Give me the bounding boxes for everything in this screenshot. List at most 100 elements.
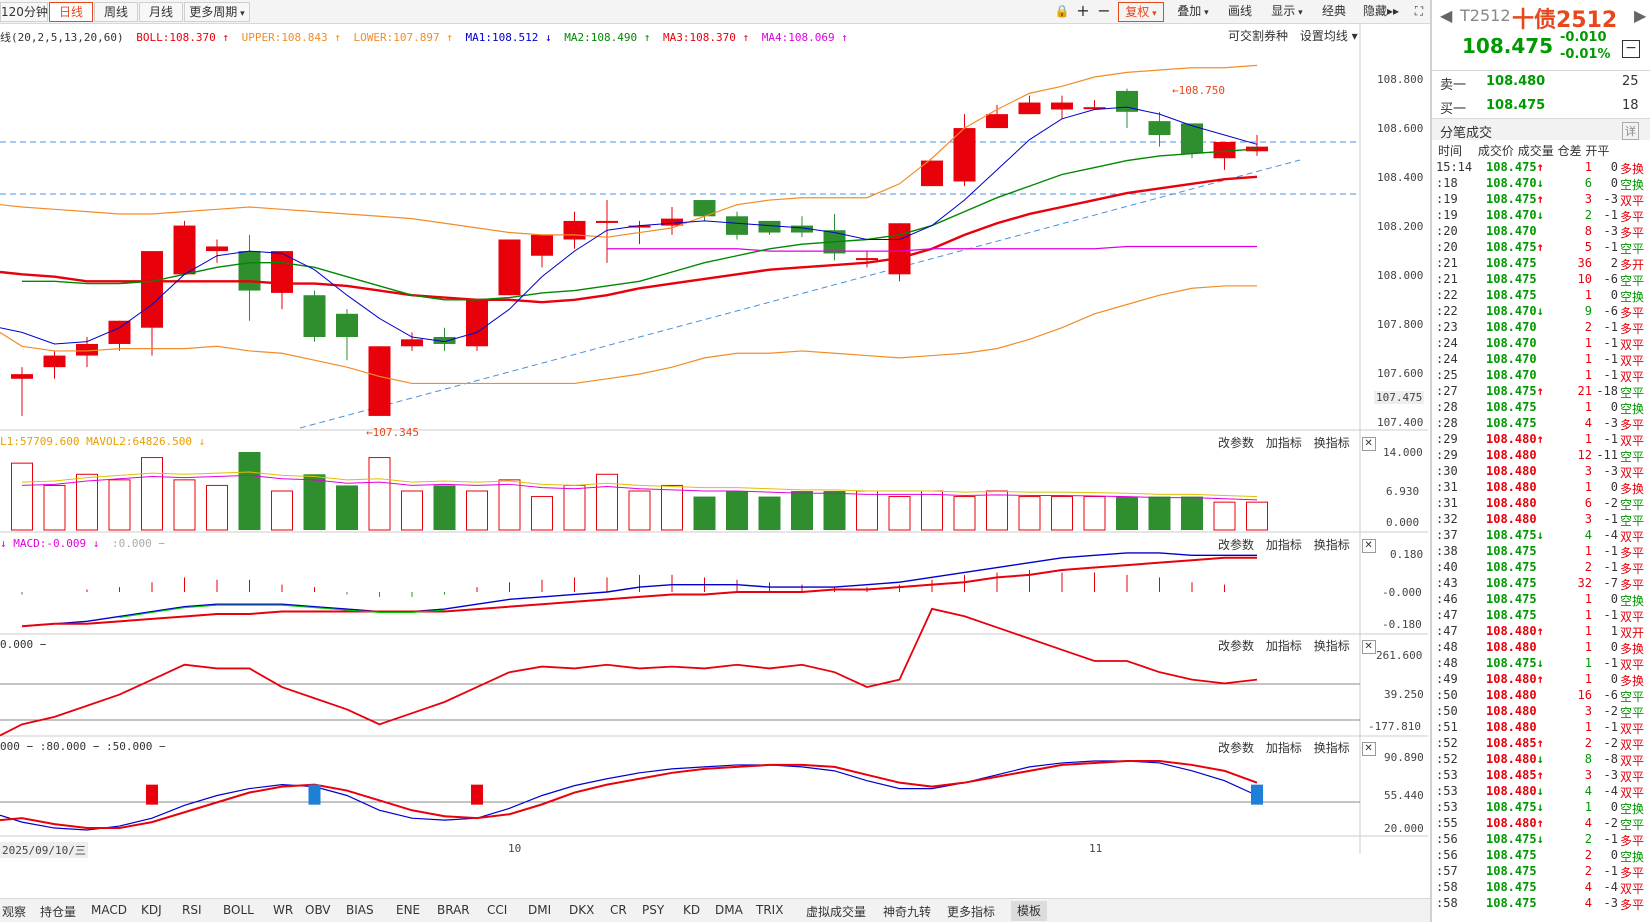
indicator-tab[interactable]: 更多指标 bbox=[947, 905, 996, 919]
macd-legend: ↓ MACD:-0.009 ↓ :0.000 − bbox=[0, 537, 171, 550]
indicator-tab[interactable]: 观察 bbox=[2, 905, 27, 919]
ticks-detail-button[interactable]: 详 bbox=[1622, 122, 1639, 140]
kdj-d-line bbox=[0, 759, 1258, 830]
next-contract-icon[interactable]: ▶ bbox=[1634, 6, 1647, 25]
ma-settings-dropdown[interactable]: 设置均线 ▾ bbox=[1299, 29, 1358, 43]
tick-time: :47 bbox=[1436, 608, 1458, 622]
prev-contract-icon[interactable]: ◀ bbox=[1440, 6, 1453, 25]
tick-oi-change: 0 bbox=[1610, 592, 1618, 606]
adjust-dropdown[interactable]: 复权 bbox=[1118, 2, 1164, 22]
switch-indicator-button[interactable]: 换指标 bbox=[1313, 639, 1350, 653]
overlay-dropdown[interactable]: 叠加 bbox=[1170, 2, 1216, 22]
edit-params-button[interactable]: 改参数 bbox=[1218, 538, 1255, 552]
indicator-tab[interactable]: RSI bbox=[182, 903, 202, 917]
tick-time: :24 bbox=[1436, 336, 1458, 350]
lock-icon[interactable]: 🔒 bbox=[1054, 4, 1070, 18]
indicator-tab[interactable]: 神奇九转 bbox=[883, 905, 932, 919]
minimize-icon[interactable]: − bbox=[1622, 40, 1640, 58]
zoom-in-icon[interactable]: + bbox=[1076, 1, 1090, 20]
edit-params-button[interactable]: 改参数 bbox=[1218, 436, 1255, 450]
tick-price: 108.470 bbox=[1486, 368, 1537, 382]
classic-button[interactable]: 经典 bbox=[1321, 4, 1346, 18]
add-indicator-button[interactable]: 加指标 bbox=[1265, 639, 1302, 653]
more-periods-dropdown[interactable]: 更多周期 bbox=[184, 2, 250, 22]
indicator-tab[interactable]: ENE bbox=[396, 903, 421, 917]
tick-volume: 1 bbox=[1584, 800, 1592, 814]
switch-indicator-button[interactable]: 换指标 bbox=[1313, 741, 1350, 755]
indicator-tab[interactable]: WR bbox=[273, 903, 294, 917]
close-icon[interactable]: ✕ bbox=[1361, 538, 1376, 553]
indicator-tab[interactable]: OBV bbox=[305, 903, 331, 917]
indicator-tab[interactable]: DMA bbox=[715, 903, 743, 917]
period-monthly-button[interactable]: 月线 bbox=[139, 2, 183, 22]
indicator-tab[interactable]: 虚拟成交量 bbox=[806, 905, 867, 919]
indicator-tab[interactable]: DMI bbox=[528, 903, 552, 917]
ticks-list[interactable]: 15:14 108.475↑ 1 0 多换:18 108.470↓ 6 0 空换:19 108.4… bbox=[1432, 160, 1650, 922]
indicator-tab[interactable]: CCI bbox=[487, 903, 508, 917]
edit-params-button[interactable]: 改参数 bbox=[1218, 741, 1255, 755]
indicator-tab[interactable]: KDJ bbox=[141, 903, 162, 917]
volume-bar bbox=[628, 490, 651, 531]
chart-area[interactable]: 线(20,2,5,13,20,60) BOLL:108.370 ↑ UPPER:… bbox=[0, 24, 1428, 880]
tick-volume: 3 bbox=[1584, 464, 1592, 478]
volume-bar bbox=[758, 496, 781, 530]
tick-time: :37 bbox=[1436, 528, 1458, 542]
tick-volume: 8 bbox=[1584, 224, 1592, 238]
indicator-tab[interactable]: CR bbox=[610, 903, 627, 917]
tick-row: :20 108.470 8 -3 多平 bbox=[1436, 224, 1648, 240]
indicator-tab[interactable]: 持仓量 bbox=[40, 905, 77, 919]
indicator-tab[interactable]: MACD bbox=[91, 903, 127, 917]
tick-volume: 6 bbox=[1584, 176, 1592, 190]
candle-body bbox=[986, 114, 1008, 129]
kdj-k-line bbox=[0, 760, 1258, 831]
edit-params-button[interactable]: 改参数 bbox=[1218, 639, 1255, 653]
period-120min-button[interactable]: 120分钟 bbox=[0, 2, 48, 22]
tick-oi-change: 0 bbox=[1610, 848, 1618, 862]
tick-type: 空换 bbox=[1620, 402, 1645, 416]
close-icon[interactable]: ✕ bbox=[1361, 436, 1376, 451]
tick-oi-change: -3 bbox=[1603, 768, 1618, 782]
display-dropdown[interactable]: 显示 bbox=[1264, 2, 1310, 22]
kdj-panel-controls: 改参数 加指标 换指标 ✕ bbox=[1210, 739, 1376, 756]
close-icon[interactable]: ✕ bbox=[1361, 639, 1376, 654]
tick-row: 15:14 108.475↑ 1 0 多换 bbox=[1436, 160, 1648, 176]
candle-body bbox=[726, 216, 748, 235]
zoom-out-icon[interactable]: − bbox=[1097, 1, 1111, 20]
tick-volume: 32 bbox=[1577, 576, 1592, 590]
tick-price: 108.470↓ bbox=[1486, 304, 1544, 318]
fullscreen-icon[interactable]: ⛶ bbox=[1414, 4, 1424, 18]
tick-row: :50 108.480 16 -6 空平 bbox=[1436, 688, 1648, 704]
tick-type: 多平 bbox=[1620, 546, 1645, 560]
tick-volume: 1 bbox=[1584, 480, 1592, 494]
indicator-tab[interactable]: BOLL bbox=[223, 903, 254, 917]
legend-ma1: MA1:108.512 bbox=[465, 31, 539, 44]
add-indicator-button[interactable]: 加指标 bbox=[1265, 538, 1302, 552]
macd-dif-line bbox=[21, 552, 1257, 627]
kline-chart-svg[interactable] bbox=[0, 24, 1428, 880]
indicator-tab[interactable]: TRIX bbox=[756, 903, 784, 917]
tick-price: 108.475 bbox=[1486, 880, 1537, 894]
trend-line bbox=[299, 159, 1301, 429]
add-indicator-button[interactable]: 加指标 bbox=[1265, 436, 1302, 450]
indicator-tab[interactable]: PSY bbox=[642, 903, 665, 917]
hide-button[interactable]: 隐藏▸▸ bbox=[1362, 4, 1400, 18]
switch-indicator-button[interactable]: 换指标 bbox=[1313, 436, 1350, 450]
indicator-tab[interactable]: DKX bbox=[569, 903, 595, 917]
macd-legend-text: ↓ MACD:-0.009 ↓ bbox=[0, 537, 100, 550]
close-icon[interactable]: ✕ bbox=[1361, 741, 1376, 756]
draw-line-button[interactable]: 画线 bbox=[1227, 4, 1252, 18]
indicator-tab[interactable]: KD bbox=[683, 903, 701, 917]
tick-price: 108.480 bbox=[1486, 704, 1537, 718]
deliverable-bonds-link[interactable]: 可交割券种 bbox=[1228, 29, 1289, 43]
switch-indicator-button[interactable]: 换指标 bbox=[1313, 538, 1350, 552]
indicator-tab[interactable]: 模板 bbox=[1011, 901, 1048, 921]
tick-row: :18 108.470↓ 6 0 空换 bbox=[1436, 176, 1648, 192]
indicator-tab[interactable]: BIAS bbox=[346, 903, 374, 917]
tick-row: :29 108.480↑ 1 -1 双平 bbox=[1436, 432, 1648, 448]
indicator-tab[interactable]: BRAR bbox=[437, 903, 470, 917]
add-indicator-button[interactable]: 加指标 bbox=[1265, 741, 1302, 755]
period-daily-button[interactable]: 日线 bbox=[49, 2, 93, 22]
tick-row: :28 108.475 1 0 空换 bbox=[1436, 400, 1648, 416]
tick-time: :29 bbox=[1436, 432, 1458, 446]
period-weekly-button[interactable]: 周线 bbox=[94, 2, 138, 22]
